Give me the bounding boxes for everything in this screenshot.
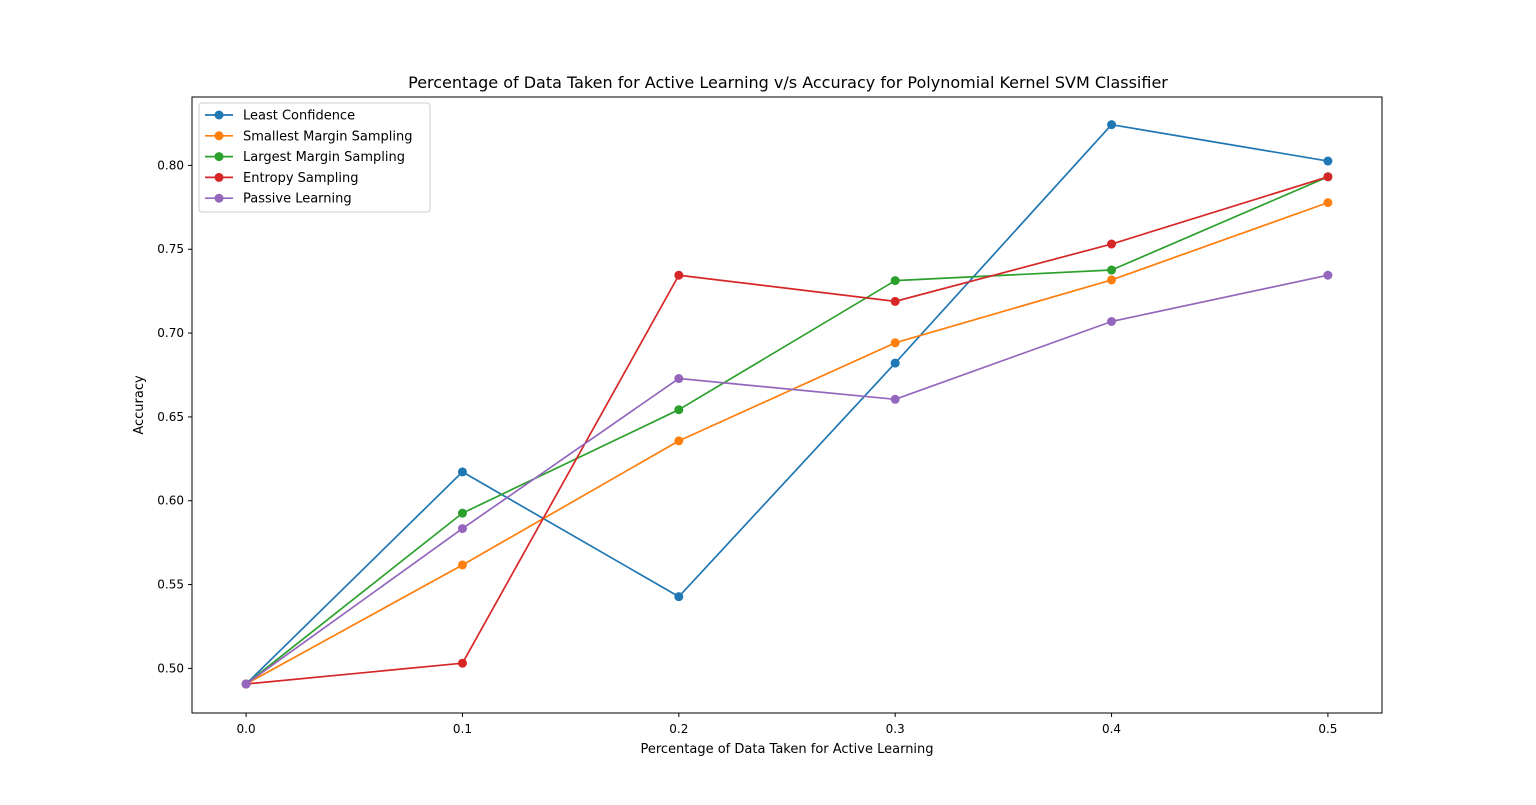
x-tick-label: 0.3	[886, 722, 905, 736]
series-line	[246, 175, 1329, 685]
y-tick-label: 0.70	[157, 326, 184, 340]
x-axis-ticks: 0.0 0.1 0.2 0.3 0.4 0.5	[237, 713, 1337, 736]
data-point	[674, 374, 684, 384]
data-point	[674, 405, 684, 415]
data-point	[1323, 198, 1333, 208]
data-point	[1107, 275, 1117, 285]
legend-item: Passive Learning	[205, 192, 352, 207]
x-axis-label: Percentage of Data Taken for Active Lear…	[640, 742, 933, 757]
data-point	[1107, 265, 1117, 275]
data-point	[674, 270, 684, 280]
legend-swatch-marker	[214, 172, 224, 182]
data-point	[674, 592, 684, 602]
data-point	[241, 679, 251, 689]
x-tick-label: 0.2	[669, 722, 688, 736]
data-point	[1323, 172, 1333, 182]
legend-item: Least Confidence	[205, 109, 355, 124]
data-point	[890, 296, 900, 306]
data-point	[890, 358, 900, 368]
data-point	[890, 276, 900, 286]
legend-label: Entropy Sampling	[243, 171, 359, 186]
legend-label: Smallest Margin Sampling	[243, 129, 413, 144]
data-point	[1107, 120, 1117, 130]
legend-label: Largest Margin Sampling	[243, 150, 405, 165]
legend-item: Largest Margin Sampling	[205, 150, 405, 165]
plot-area-frame	[191, 96, 1383, 714]
y-tick-label: 0.55	[157, 578, 184, 592]
y-tick-label: 0.60	[157, 494, 184, 508]
y-tick-label: 0.75	[157, 242, 184, 256]
legend-item: Smallest Margin Sampling	[205, 129, 413, 144]
chart-title: Percentage of Data Taken for Active Lear…	[408, 73, 1168, 92]
series-layer	[241, 120, 1333, 689]
data-point	[1107, 239, 1117, 249]
x-tick-label: 0.4	[1102, 722, 1121, 736]
y-tick-label: 0.65	[157, 410, 184, 424]
series-line	[245, 176, 1329, 685]
y-tick-label: 0.50	[157, 661, 184, 675]
data-point	[890, 338, 900, 348]
legend-swatch-marker	[214, 110, 224, 120]
x-tick-label: 0.0	[237, 722, 256, 736]
legend-swatch-marker	[214, 131, 224, 141]
legend: Least Confidence Smallest Margin Sampling…	[198, 102, 431, 213]
data-point	[1323, 156, 1333, 166]
data-point	[674, 436, 684, 446]
legend-label: Least Confidence	[243, 109, 355, 124]
y-tick-label: 0.80	[157, 158, 184, 172]
y-axis-ticks: 0.50 0.55 0.60 0.65 0.70 0.75 0.80	[157, 158, 192, 675]
data-point	[890, 394, 900, 404]
data-point	[1323, 270, 1333, 280]
data-point	[457, 508, 467, 518]
data-point	[457, 524, 467, 534]
data-point	[457, 467, 467, 477]
series-line	[245, 123, 1329, 685]
series-4	[241, 270, 1333, 689]
legend-item: Entropy Sampling	[205, 171, 359, 186]
series-line	[245, 274, 1329, 685]
data-point	[457, 560, 467, 570]
legend-swatch-marker	[214, 152, 224, 162]
data-point	[457, 658, 467, 668]
series-line	[245, 201, 1329, 685]
x-tick-label: 0.5	[1318, 722, 1337, 736]
legend-label: Passive Learning	[243, 192, 352, 207]
data-point	[1107, 317, 1117, 327]
legend-box	[198, 102, 431, 213]
legend-swatch-marker	[214, 193, 224, 203]
x-tick-label: 0.1	[453, 722, 472, 736]
y-axis-label: Accuracy	[132, 375, 147, 435]
